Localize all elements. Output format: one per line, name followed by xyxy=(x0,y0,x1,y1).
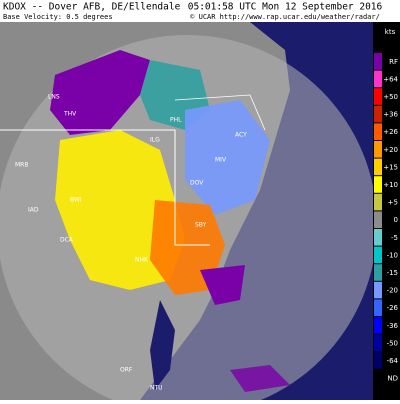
legend-swatch xyxy=(374,334,382,352)
legend-swatch xyxy=(374,264,382,281)
map xyxy=(0,22,377,404)
place-label: PHL xyxy=(170,117,182,124)
legend-swatch xyxy=(374,352,382,369)
legend-label: ND xyxy=(387,375,398,383)
place-label: BWI xyxy=(70,197,82,204)
echo-purple xyxy=(50,50,150,135)
legend-swatch xyxy=(374,70,382,88)
legend-swatch xyxy=(374,246,382,264)
station-name: KDOX -- Dover AFB, DE/Ellendale xyxy=(3,2,181,13)
credit: © UCAR http://www.rap.ucar.edu/weather/r… xyxy=(190,13,380,21)
map-labels: LNS THV MRB IAD DCA BWI DOV ILG PHL ACY … xyxy=(15,94,247,392)
place-label: NHK xyxy=(135,257,149,264)
legend-swatch xyxy=(374,211,382,228)
place-label: DCA xyxy=(60,237,74,244)
legend-label: -15 xyxy=(387,269,398,277)
legend-label: +36 xyxy=(383,111,398,119)
place-label: DOV xyxy=(190,180,204,187)
legend-label: -64 xyxy=(387,357,399,365)
legend-label: +26 xyxy=(383,128,398,136)
echo-purple-sea xyxy=(230,365,290,392)
legend-label: +20 xyxy=(383,146,398,154)
bay xyxy=(150,300,175,390)
legend-swatch xyxy=(374,123,382,140)
legend-label: +5 xyxy=(388,199,398,207)
legend-label: RF xyxy=(389,58,398,66)
product-name: Base Velocity: 0.5 degrees xyxy=(3,13,113,21)
legend-swatch xyxy=(374,53,382,70)
echo-purple-small xyxy=(200,265,245,305)
legend-swatch xyxy=(374,281,382,299)
legend-swatch xyxy=(374,369,382,387)
place-label: ORF xyxy=(120,367,133,374)
header-bar xyxy=(0,0,400,22)
place-label: NTU xyxy=(150,385,163,392)
legend-label: -5 xyxy=(391,234,398,242)
legend-swatch xyxy=(374,299,382,316)
legend-label: +15 xyxy=(383,163,398,171)
place-label: THV xyxy=(63,111,77,118)
legend-label: +10 xyxy=(383,181,398,189)
place-label: ACY xyxy=(235,132,247,139)
place-label: MRB xyxy=(15,162,28,169)
legend-label: +64 xyxy=(383,75,398,83)
legend-label: -26 xyxy=(387,304,399,312)
legend-swatch xyxy=(374,141,382,158)
legend-swatch xyxy=(374,317,382,334)
echo-blue xyxy=(185,100,270,215)
place-label: SBY xyxy=(195,222,207,229)
legend-unit: kts xyxy=(385,28,396,36)
legend-swatch xyxy=(374,105,382,123)
legend-label: -20 xyxy=(387,287,398,295)
legend-label: 0 xyxy=(394,216,398,224)
color-legend: kts RF+64+50+36+26+20+15+10+50-5-10-15-2… xyxy=(373,22,400,400)
legend-swatch xyxy=(374,229,382,246)
state-borders xyxy=(0,129,210,246)
legend-swatch xyxy=(374,176,382,193)
place-label: ILG xyxy=(150,137,160,144)
place-label: MIV xyxy=(215,157,227,164)
legend-label: -36 xyxy=(387,322,399,330)
legend-label: +50 xyxy=(383,93,398,101)
place-label: IAD xyxy=(28,207,39,214)
legend-label: -10 xyxy=(387,251,398,259)
place-label: LNS xyxy=(48,94,60,101)
legend-swatch xyxy=(374,193,382,211)
legend-swatch xyxy=(374,158,382,176)
state-borders-ne xyxy=(174,94,266,131)
legend-swatch xyxy=(374,88,382,105)
timestamp: 05:01:58 UTC Mon 12 September 2016 xyxy=(188,2,383,13)
legend-label: -50 xyxy=(387,339,398,347)
